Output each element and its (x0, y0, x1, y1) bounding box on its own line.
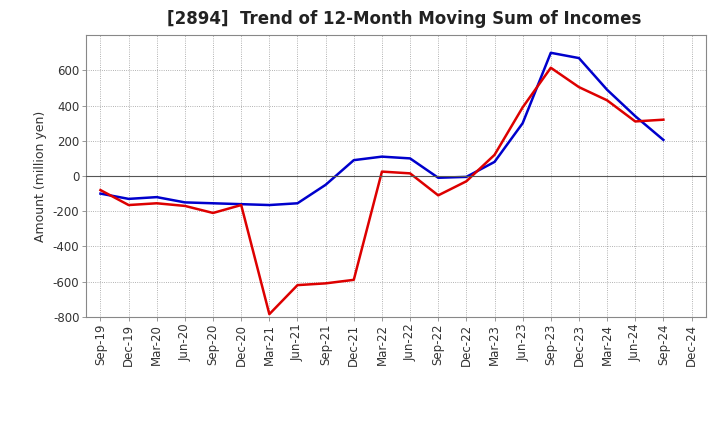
Ordinary Income (181, 200, 189, 205)
Net Income (293, 282, 302, 288)
Net Income (237, 202, 246, 208)
Ordinary Income (659, 137, 667, 143)
Ordinary Income (490, 159, 499, 165)
Ordinary Income (265, 202, 274, 208)
Ordinary Income (462, 174, 471, 180)
Ordinary Income (575, 55, 583, 61)
Net Income (490, 152, 499, 158)
Net Income (518, 105, 527, 110)
Ordinary Income (603, 87, 611, 92)
Ordinary Income (209, 201, 217, 206)
Net Income (125, 202, 133, 208)
Net Income (265, 312, 274, 317)
Net Income (546, 65, 555, 70)
Net Income (209, 210, 217, 216)
Net Income (96, 187, 105, 193)
Ordinary Income (237, 202, 246, 207)
Net Income (434, 193, 443, 198)
Net Income (462, 179, 471, 184)
Ordinary Income (96, 191, 105, 196)
Net Income (321, 281, 330, 286)
Ordinary Income (377, 154, 386, 159)
Ordinary Income (321, 182, 330, 187)
Ordinary Income (125, 196, 133, 202)
Net Income (153, 201, 161, 206)
Line: Ordinary Income: Ordinary Income (101, 53, 663, 205)
Text: [2894]  Trend of 12-Month Moving Sum of Incomes: [2894] Trend of 12-Month Moving Sum of I… (167, 10, 642, 28)
Net Income (603, 98, 611, 103)
Net Income (181, 203, 189, 209)
Ordinary Income (546, 50, 555, 55)
Ordinary Income (153, 194, 161, 200)
Net Income (659, 117, 667, 122)
Ordinary Income (518, 121, 527, 126)
Ordinary Income (349, 158, 358, 163)
Net Income (631, 119, 639, 124)
Ordinary Income (631, 114, 639, 119)
Net Income (377, 169, 386, 174)
Net Income (349, 277, 358, 282)
Net Income (575, 84, 583, 90)
Y-axis label: Amount (million yen): Amount (million yen) (35, 110, 48, 242)
Ordinary Income (406, 156, 415, 161)
Line: Net Income: Net Income (101, 68, 663, 314)
Net Income (406, 171, 415, 176)
Ordinary Income (434, 175, 443, 180)
Ordinary Income (293, 201, 302, 206)
